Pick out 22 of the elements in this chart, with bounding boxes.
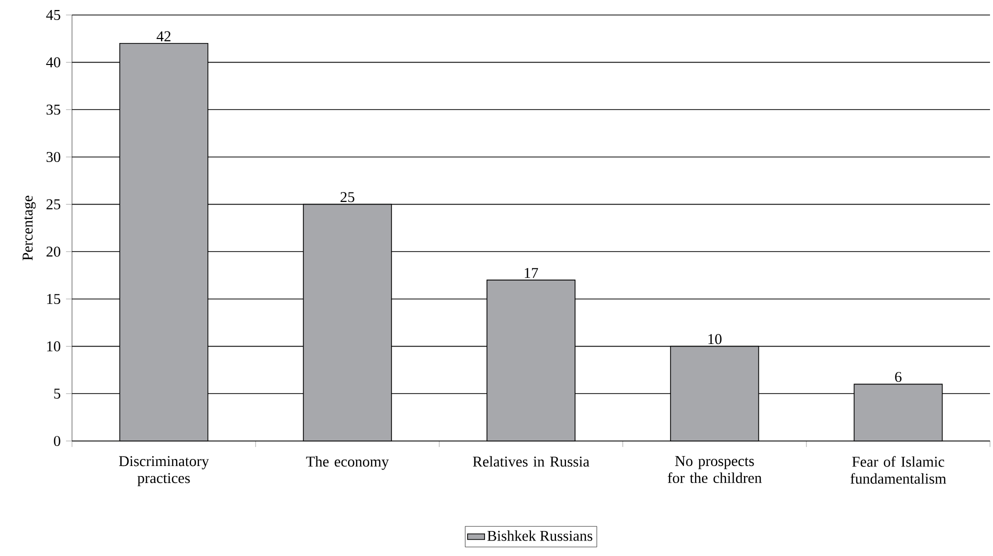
y-tick-label: 20	[46, 246, 60, 257]
y-tick-label: 0	[54, 436, 60, 446]
x-tick-label: Discriminatory practices	[119, 456, 209, 486]
data-label: 10	[708, 334, 722, 344]
y-tick-label: 25	[46, 199, 60, 210]
x-tick-label: No prospects for the children	[668, 456, 762, 484]
x-tick-label: Relatives in Russia	[472, 456, 590, 467]
y-tick-label: 5	[54, 388, 60, 399]
y-tick-label: 30	[46, 152, 60, 162]
y-tick-label: 35	[46, 104, 60, 115]
y-tick-label: 10	[47, 341, 60, 352]
y-tick-label: 40	[46, 57, 60, 68]
legend-label: Bishkek Russians	[487, 530, 592, 541]
data-label: 42	[156, 31, 170, 42]
data-label: 17	[524, 268, 538, 278]
x-tick-label: Fear of Islamic fundamentalism	[850, 456, 946, 484]
data-label: 6	[895, 372, 902, 382]
x-tick-label: The economy	[306, 456, 389, 470]
y-tick-label: 15	[47, 294, 60, 304]
y-axis-title: Percentage	[22, 196, 36, 260]
data-label: 25	[340, 192, 354, 202]
y-tick-label: 45	[46, 10, 60, 20]
